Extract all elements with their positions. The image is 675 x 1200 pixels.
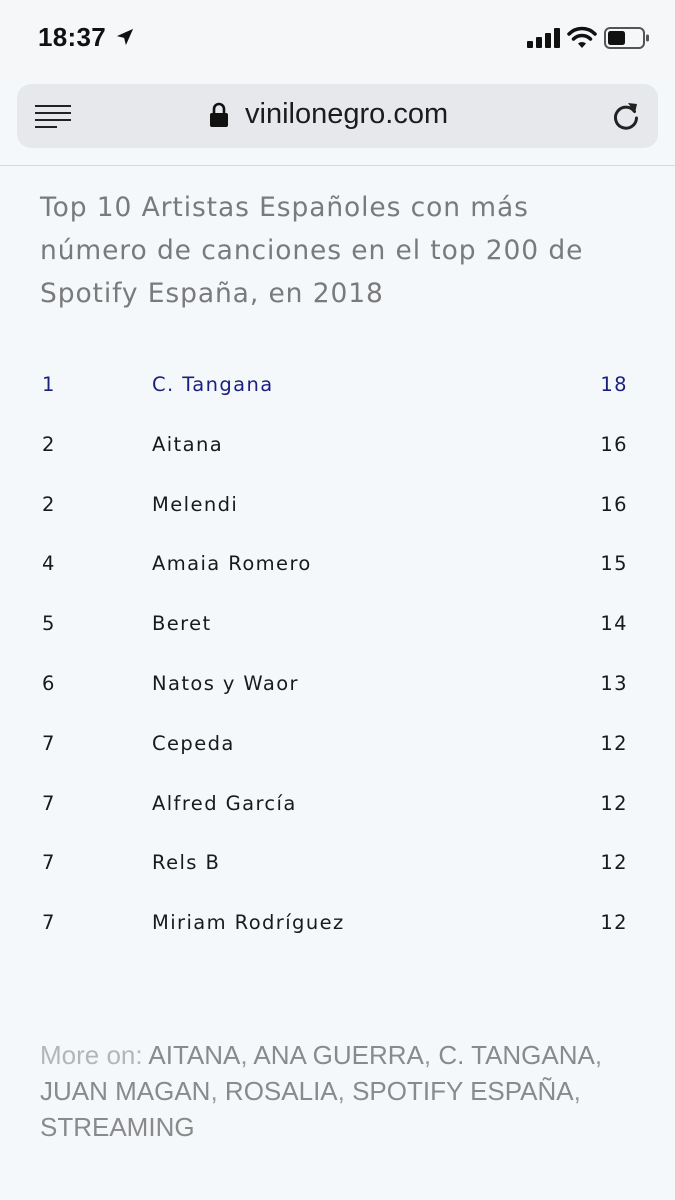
songs-cell: 18 [600,373,628,396]
tag-link[interactable]: ANA GUERRA [253,1040,424,1070]
table-row: 2 Aitana 16 [0,415,675,475]
rank-cell: 7 [42,851,56,875]
artist-cell: Rels B [152,851,221,875]
table-row: 4 Amaia Romero 15 [0,534,675,594]
status-bar: 18:37 [0,0,675,80]
songs-cell: 14 [600,612,628,636]
tag-link[interactable]: ROSALIA [224,1076,338,1106]
table-row: 7 Rels B 12 [0,833,675,893]
songs-cell: 13 [600,671,628,695]
lock-icon [210,102,228,127]
songs-cell: 15 [600,552,628,576]
artist-cell: Natos y Waor [152,671,299,695]
rank-cell: 7 [42,731,56,755]
menu-lines-icon[interactable] [35,104,71,128]
artist-cell: Melendi [152,492,239,516]
url-text[interactable]: vinilonegro.com [245,98,449,130]
location-arrow-icon [116,28,134,46]
tag-link[interactable]: C. TANGANA [438,1040,595,1070]
toolbar-divider [0,165,675,166]
table-row: 2 Melendi 16 [0,475,675,535]
artist-cell: Beret [152,612,212,636]
address-bar[interactable]: vinilonegro.com [17,84,658,148]
table-row: 7 Miriam Rodríguez 12 [0,893,675,953]
songs-cell: 12 [600,731,628,755]
artist-cell: C. Tangana [152,373,274,396]
more-on-tags: More on: AITANA, ANA GUERRA, C. TANGANA,… [40,1040,603,1142]
artist-cell: Amaia Romero [152,552,312,576]
tag-link[interactable]: JUAN MAGAN [40,1076,211,1106]
rank-cell: 2 [42,492,56,516]
tag-link[interactable]: AITANA [148,1040,241,1070]
more-on-label: More on: [40,1040,143,1070]
tag-link[interactable]: STREAMING [40,1112,195,1142]
table-row: 6 Natos y Waor 13 [0,654,675,714]
tag-link[interactable]: SPOTIFY ESPAÑA [352,1076,574,1106]
rank-cell: 7 [42,791,56,815]
rank-cell: 4 [42,552,56,576]
cellular-signal-icon [527,28,560,48]
rank-cell: 1 [42,373,56,396]
rank-cell: 2 [42,432,56,456]
status-time: 18:37 [38,22,106,52]
table-row: 7 Cepeda 12 [0,714,675,774]
table-row: 5 Beret 14 [0,594,675,654]
rank-cell: 7 [42,911,56,935]
artist-cell: Miriam Rodríguez [152,911,345,935]
rank-cell: 5 [42,612,56,636]
battery-icon [604,27,649,49]
table-row: 7 Alfred García 12 [0,774,675,834]
article-heading: Top 10 Artistas Españoles con más número… [40,192,584,309]
songs-cell: 12 [600,791,628,815]
table-row: 1 C. Tangana 18 [0,355,675,415]
songs-cell: 16 [600,432,628,456]
songs-cell: 12 [600,911,628,935]
songs-cell: 12 [600,851,628,875]
ranking-table: 1 C. Tangana 18 2 Aitana 16 2 Melendi 16… [0,355,675,953]
wifi-icon [567,26,597,48]
songs-cell: 16 [600,492,628,516]
rank-cell: 6 [42,671,56,695]
reload-icon[interactable] [611,100,641,132]
artist-cell: Cepeda [152,731,235,755]
artist-cell: Alfred García [152,791,297,815]
artist-cell: Aitana [152,432,224,456]
